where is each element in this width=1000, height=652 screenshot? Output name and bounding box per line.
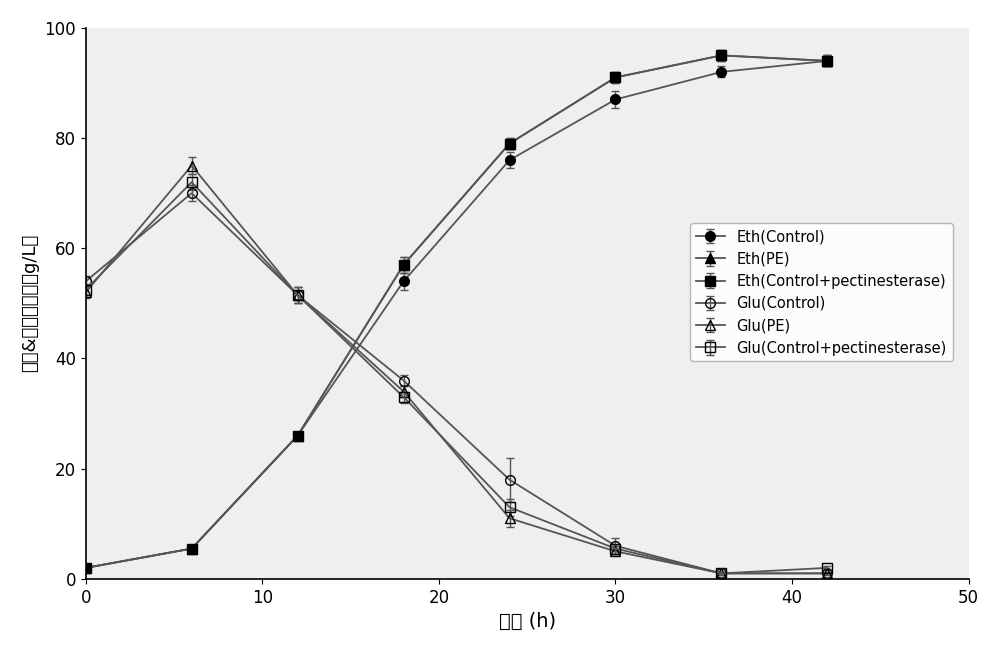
X-axis label: 时间 (h): 时间 (h) [499,612,556,631]
Y-axis label: 酒精&葡萄糖浓度（g/L）: 酒精&葡萄糖浓度（g/L） [21,234,39,372]
Legend: Eth(Control), Eth(PE), Eth(Control+pectinesterase), Glu(Control), Glu(PE), Glu(C: Eth(Control), Eth(PE), Eth(Control+pecti… [690,223,953,361]
